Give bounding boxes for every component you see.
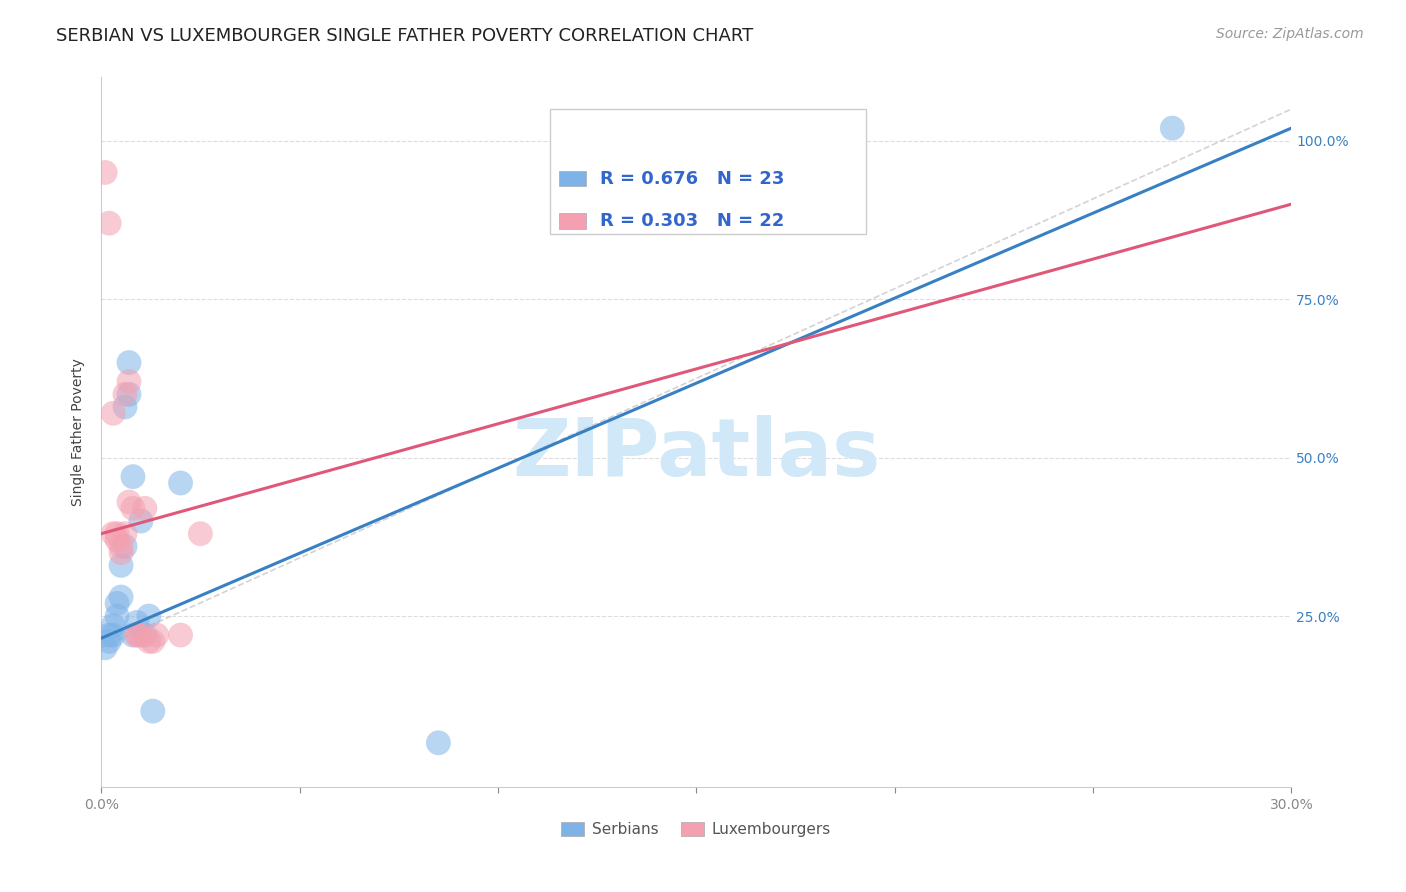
Point xyxy=(138,609,160,624)
Point xyxy=(110,546,132,560)
Text: R = 0.303   N = 22: R = 0.303 N = 22 xyxy=(600,212,785,230)
Point xyxy=(114,526,136,541)
Point xyxy=(125,628,148,642)
Point xyxy=(145,628,167,642)
Text: Source: ZipAtlas.com: Source: ZipAtlas.com xyxy=(1216,27,1364,41)
Point xyxy=(134,501,156,516)
Point xyxy=(169,628,191,642)
Point xyxy=(122,628,145,642)
Point xyxy=(98,634,121,648)
Point xyxy=(114,400,136,414)
Point xyxy=(118,355,141,369)
Point xyxy=(142,704,165,718)
Point xyxy=(1161,121,1184,136)
Point xyxy=(118,495,141,509)
Point xyxy=(169,475,191,490)
Point xyxy=(129,514,152,528)
Point xyxy=(98,628,121,642)
Point xyxy=(101,406,124,420)
Point xyxy=(427,736,450,750)
Y-axis label: Single Father Poverty: Single Father Poverty xyxy=(72,359,86,507)
Point xyxy=(118,375,141,389)
Point xyxy=(110,540,132,554)
Legend: Serbians, Luxembourgers: Serbians, Luxembourgers xyxy=(555,816,838,843)
Point xyxy=(129,628,152,642)
Point xyxy=(114,387,136,401)
Point xyxy=(105,533,128,547)
Point xyxy=(125,628,148,642)
Point xyxy=(110,558,132,573)
Point xyxy=(94,165,117,179)
Point xyxy=(114,540,136,554)
Point xyxy=(134,628,156,642)
Point xyxy=(101,628,124,642)
Point xyxy=(190,526,212,541)
Point xyxy=(105,596,128,610)
Point xyxy=(101,618,124,632)
Text: R = 0.676   N = 23: R = 0.676 N = 23 xyxy=(600,169,785,187)
Point xyxy=(101,526,124,541)
Text: SERBIAN VS LUXEMBOURGER SINGLE FATHER POVERTY CORRELATION CHART: SERBIAN VS LUXEMBOURGER SINGLE FATHER PO… xyxy=(56,27,754,45)
Point xyxy=(94,640,117,655)
Point xyxy=(138,634,160,648)
Point xyxy=(105,526,128,541)
FancyBboxPatch shape xyxy=(560,213,585,228)
FancyBboxPatch shape xyxy=(560,171,585,186)
Point xyxy=(98,216,121,230)
Point xyxy=(105,609,128,624)
Point xyxy=(142,634,165,648)
Point xyxy=(118,387,141,401)
Point xyxy=(125,615,148,630)
Point xyxy=(122,469,145,483)
FancyBboxPatch shape xyxy=(550,110,866,234)
Point xyxy=(110,590,132,604)
Point xyxy=(122,501,145,516)
Text: ZIPatlas: ZIPatlas xyxy=(512,415,880,492)
